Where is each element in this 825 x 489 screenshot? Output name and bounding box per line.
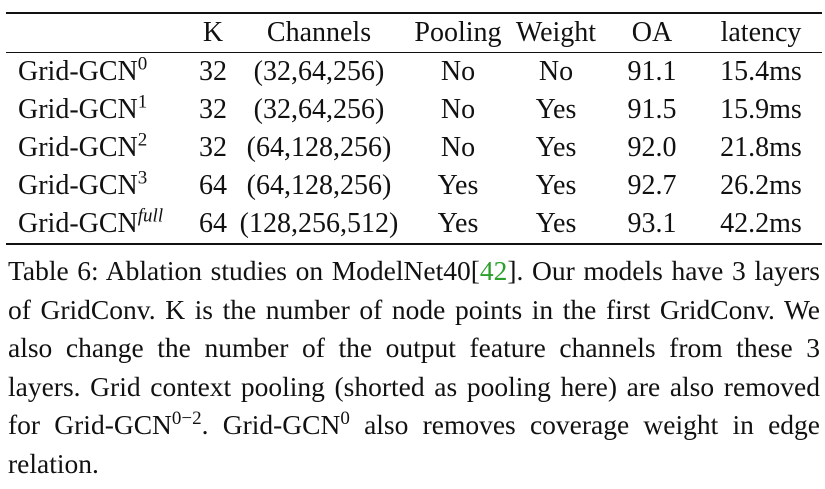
- cell-channels: (64,128,256): [246, 132, 392, 163]
- cell-k: 32: [199, 94, 227, 125]
- table-row: Grid-GCN0 32 (32,64,256) No No 91.1 15.4ms: [6, 53, 822, 92]
- cell-pooling: Yes: [437, 208, 479, 239]
- cell-oa: 91.5: [627, 94, 677, 125]
- citation-link[interactable]: 42: [479, 255, 508, 286]
- header-weight: Weight: [515, 17, 597, 48]
- caption-text: . Grid-GCN: [201, 409, 341, 440]
- ablation-table: K Channels Pooling Weight OA latency Gri…: [6, 12, 822, 245]
- cell-pooling: No: [440, 132, 476, 163]
- cell-latency: 26.2ms: [720, 170, 802, 201]
- caption-text: ]. Our models have 3 layers of GridConv.…: [8, 255, 820, 440]
- cell-oa: 91.1: [627, 56, 677, 87]
- model-name: Grid-GCN: [18, 170, 138, 201]
- row-name: Grid-GCNfull: [6, 205, 196, 244]
- table-row: Grid-GCN1 32 (32,64,256) No Yes 91.5 15.9ms: [6, 91, 822, 129]
- cell-weight: No: [538, 56, 574, 87]
- model-name: Grid-GCN: [18, 132, 138, 163]
- cell-latency: 15.9ms: [720, 94, 802, 125]
- model-name: Grid-GCN: [18, 56, 138, 87]
- model-superscript: 3: [137, 167, 148, 189]
- cell-channels: (32,64,256): [253, 56, 385, 87]
- cell-k: 64: [199, 208, 227, 239]
- header-pooling: Pooling: [414, 17, 502, 48]
- cell-channels: (64,128,256): [246, 170, 392, 201]
- cell-weight: Yes: [535, 170, 577, 201]
- cell-pooling: No: [440, 94, 476, 125]
- cell-latency: 15.4ms: [720, 56, 802, 87]
- header-k: K: [202, 17, 224, 48]
- model-superscript: 1: [137, 91, 148, 113]
- model-superscript: full: [137, 205, 164, 227]
- ablation-table-container: K Channels Pooling Weight OA latency Gri…: [6, 12, 822, 245]
- model-superscript: 2: [137, 129, 148, 151]
- table-row: Grid-GCN2 32 (64,128,256) No Yes 92.0 21.8ms: [6, 129, 822, 167]
- header-empty: [6, 13, 196, 53]
- row-name: Grid-GCN2: [6, 129, 196, 167]
- header-oa: OA: [631, 17, 673, 48]
- cell-k: 32: [199, 56, 227, 87]
- cell-oa: 93.1: [627, 208, 677, 239]
- header-latency: latency: [720, 17, 802, 48]
- cell-latency: 21.8ms: [720, 132, 802, 163]
- cell-k: 32: [199, 132, 227, 163]
- row-name: Grid-GCN0: [6, 53, 196, 92]
- caption-text: also removes coverage weight in edge rel…: [8, 409, 820, 479]
- row-name: Grid-GCN1: [6, 91, 196, 129]
- model-name: Grid-GCN: [18, 94, 138, 125]
- table-row: Grid-GCN3 64 (64,128,256) Yes Yes 92.7 26.2ms: [6, 167, 822, 205]
- caption-superscript: 0: [340, 407, 350, 429]
- cell-pooling: No: [440, 56, 476, 87]
- cell-latency: 42.2ms: [720, 208, 802, 239]
- table-header-row: K Channels Pooling Weight OA latency: [6, 13, 822, 53]
- table-row: Grid-GCNfull 64 (128,256,512) Yes Yes 93.1 42.…: [6, 205, 822, 244]
- cell-weight: Yes: [535, 132, 577, 163]
- cell-weight: Yes: [535, 94, 577, 125]
- caption-superscript: 0−2: [171, 407, 202, 429]
- row-name: Grid-GCN3: [6, 167, 196, 205]
- table-caption: Table 6: Ablation studies on ModelNet40[…: [8, 252, 820, 483]
- model-name: Grid-GCN: [18, 208, 138, 239]
- cell-channels: (128,256,512): [239, 208, 399, 239]
- cell-oa: 92.7: [627, 170, 677, 201]
- cell-k: 64: [199, 170, 227, 201]
- cell-pooling: Yes: [437, 170, 479, 201]
- cell-channels: (32,64,256): [253, 94, 385, 125]
- cell-weight: Yes: [535, 208, 577, 239]
- header-channels: Channels: [266, 17, 372, 48]
- cell-oa: 92.0: [627, 132, 677, 163]
- model-superscript: 0: [137, 53, 148, 75]
- caption-text: Table 6: Ablation studies on ModelNet40[: [8, 255, 480, 286]
